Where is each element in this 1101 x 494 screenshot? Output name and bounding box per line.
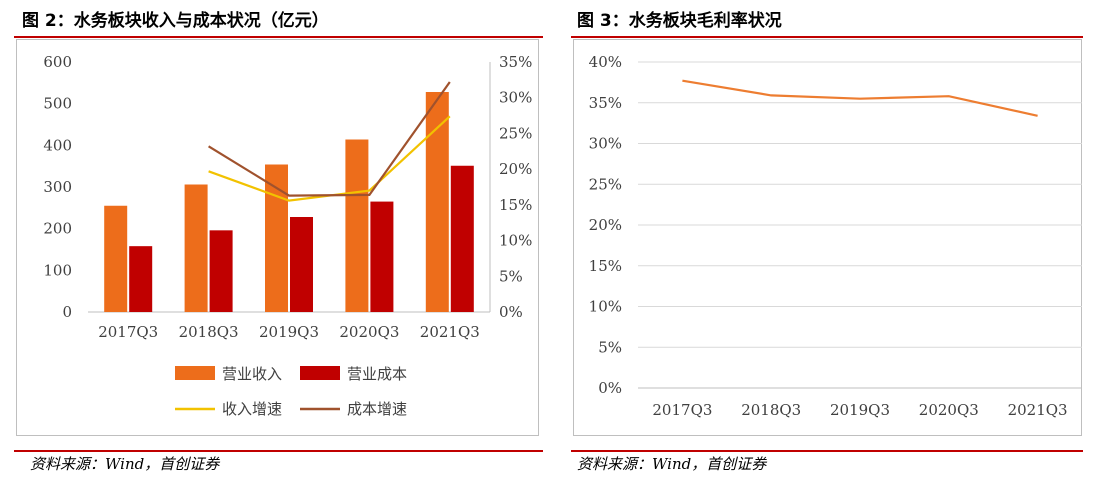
x-tick-label: 2019Q3 bbox=[259, 323, 319, 341]
left-chart-frame bbox=[16, 39, 539, 436]
y-tick-label: 5% bbox=[598, 338, 622, 356]
y-tick-label: 0% bbox=[598, 379, 622, 397]
legend-label-cost-growth: 成本增速 bbox=[347, 400, 407, 418]
left-chart-title: 图 2：水务板块收入与成本状况（亿元） bbox=[22, 11, 329, 31]
left-title-rule bbox=[14, 36, 543, 38]
left-y-tick-label: 500 bbox=[43, 95, 72, 113]
gross-margin-line bbox=[682, 79, 1038, 117]
right-y-tick-label: 25% bbox=[499, 124, 532, 142]
legend-swatch-revenue bbox=[175, 366, 215, 380]
right-y-tick-label: 10% bbox=[499, 232, 532, 250]
x-tick-label: 2021Q3 bbox=[420, 323, 480, 341]
right-y-tick-label: 30% bbox=[499, 89, 532, 107]
cost-bar bbox=[450, 165, 474, 312]
y-tick-label: 20% bbox=[589, 216, 622, 234]
revenue-bar bbox=[184, 184, 208, 312]
y-tick-label: 10% bbox=[589, 298, 622, 316]
cost-growth-line bbox=[208, 81, 451, 197]
left-y-tick-label: 100 bbox=[43, 261, 72, 279]
right-source-note: 资料来源：Wind，首创证券 bbox=[577, 455, 767, 473]
left-source-note: 资料来源：Wind，首创证券 bbox=[30, 455, 220, 473]
x-tick-label: 2021Q3 bbox=[1008, 401, 1068, 419]
legend-label-revenue: 营业收入 bbox=[222, 365, 282, 383]
right-y-tick-label: 35% bbox=[499, 53, 532, 71]
revenue-bar bbox=[265, 164, 288, 312]
y-tick-label: 35% bbox=[589, 94, 622, 112]
legend-label-revenue-growth: 收入增速 bbox=[222, 400, 282, 418]
y-tick-label: 15% bbox=[589, 257, 622, 275]
cost-bar bbox=[290, 217, 313, 312]
y-tick-label: 25% bbox=[589, 175, 622, 193]
x-tick-label: 2017Q3 bbox=[652, 401, 712, 419]
right-chart-title: 图 3：水务板块毛利率状况 bbox=[577, 11, 782, 31]
right-y-tick-label: 5% bbox=[499, 267, 523, 285]
right-y-tick-label: 15% bbox=[499, 196, 532, 214]
left-y-tick-label: 200 bbox=[43, 220, 72, 238]
y-tick-label: 40% bbox=[589, 53, 622, 71]
legend-label-cost: 营业成本 bbox=[347, 365, 407, 383]
cost-bar bbox=[370, 201, 394, 312]
x-tick-label: 2020Q3 bbox=[919, 401, 979, 419]
right-y-tick-label: 0% bbox=[499, 303, 523, 321]
y-tick-label: 30% bbox=[589, 135, 622, 153]
left-y-tick-label: 0 bbox=[62, 303, 72, 321]
cost-bar bbox=[209, 230, 233, 312]
left-y-tick-label: 600 bbox=[43, 53, 72, 71]
right-y-tick-label: 20% bbox=[499, 160, 532, 178]
x-tick-label: 2018Q3 bbox=[741, 401, 801, 419]
x-tick-label: 2018Q3 bbox=[179, 323, 239, 341]
x-tick-label: 2017Q3 bbox=[98, 323, 158, 341]
left-source-rule bbox=[14, 450, 543, 452]
x-tick-label: 2020Q3 bbox=[339, 323, 399, 341]
left-y-tick-label: 300 bbox=[43, 178, 72, 196]
right-chart-frame bbox=[573, 39, 1082, 436]
revenue-bar bbox=[104, 205, 128, 312]
right-source-rule bbox=[571, 450, 1083, 452]
cost-bar bbox=[129, 246, 153, 312]
left-y-tick-label: 400 bbox=[43, 136, 72, 154]
revenue-bar bbox=[425, 92, 449, 312]
x-tick-label: 2019Q3 bbox=[830, 401, 890, 419]
right-title-rule bbox=[571, 36, 1083, 38]
revenue-bar bbox=[345, 139, 369, 312]
legend-swatch-cost bbox=[300, 366, 340, 380]
